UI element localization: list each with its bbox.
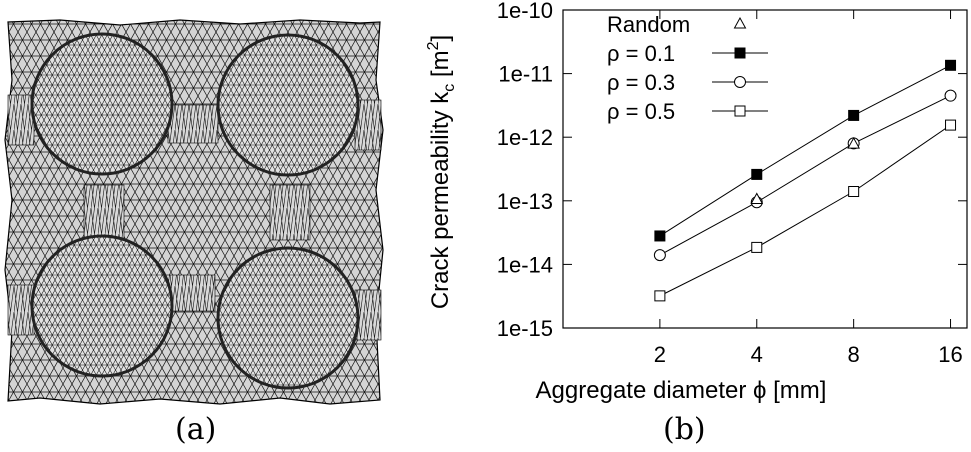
series-3-point [848, 186, 860, 198]
y-tick-label: 1e-12 [497, 125, 553, 150]
series-3-point [945, 119, 957, 131]
y-axis-label: Crack permeability kc [m2] [425, 35, 458, 309]
x-tick-label: 16 [938, 342, 962, 367]
mesh-panel: (a) [0, 0, 400, 452]
x-tick-label: 4 [751, 342, 763, 367]
panel-b-caption: (b) [663, 412, 706, 447]
y-tick-label: 1e-13 [497, 189, 553, 214]
series-2-point [944, 89, 957, 102]
legend-marker [734, 47, 746, 59]
y-tick-label: 1e-11 [498, 62, 553, 87]
series-1-point [945, 59, 957, 71]
permeability-chart: 1e-15 1e-14 1e-13 1e-12 1e-11 1e-10 2 4 8 16 Rand… [425, 0, 968, 404]
mesh-image [4, 19, 384, 405]
legend-label: ρ = 0.5 [607, 99, 675, 124]
y-tick-label: 1e-14 [497, 252, 553, 277]
aggregate-circle [30, 32, 174, 176]
legend-label: ρ = 0.1 [607, 41, 675, 66]
y-tick-label: 1e-10 [497, 0, 553, 23]
series-3-point [654, 290, 666, 302]
aggregate-circle [30, 234, 174, 378]
series-3-point [751, 241, 763, 253]
y-axis-label-unit: [m [427, 50, 454, 83]
aggregate-circle [216, 246, 360, 390]
series-0-point [750, 192, 764, 204]
x-tick-label: 8 [848, 342, 860, 367]
legend-marker [733, 16, 747, 29]
y-axis-label-sub: c [441, 84, 458, 92]
legend-marker [734, 105, 746, 117]
plot-frame [562, 9, 968, 329]
series-1-point [654, 230, 666, 242]
series-1-line [659, 64, 951, 237]
series-2-point [653, 249, 666, 262]
y-axis-label-close: ] [427, 35, 454, 42]
x-axis-label: Aggregate diameter ϕ [mm] [536, 377, 827, 404]
series-2-line [659, 95, 951, 256]
series-0-point [847, 137, 860, 149]
y-axis-label-sup: 2 [425, 41, 442, 50]
series-3-line [659, 124, 951, 297]
series-1-point [751, 168, 763, 180]
x-tick-label: 2 [654, 342, 666, 367]
aggregate-circle [216, 33, 360, 177]
series-1-point [848, 109, 860, 121]
permeability-chart-panel: 1e-15 1e-14 1e-13 1e-12 1e-11 1e-10 2 4 8 16 Rand… [410, 0, 971, 452]
y-tick-label: 1e-15 [497, 316, 553, 341]
panel-a-caption: (a) [175, 412, 217, 447]
legend-label: Random [607, 12, 690, 37]
legend-label: ρ = 0.3 [607, 70, 675, 95]
y-axis-label-main: Crack permeability k [427, 91, 454, 309]
legend-marker [734, 76, 746, 88]
